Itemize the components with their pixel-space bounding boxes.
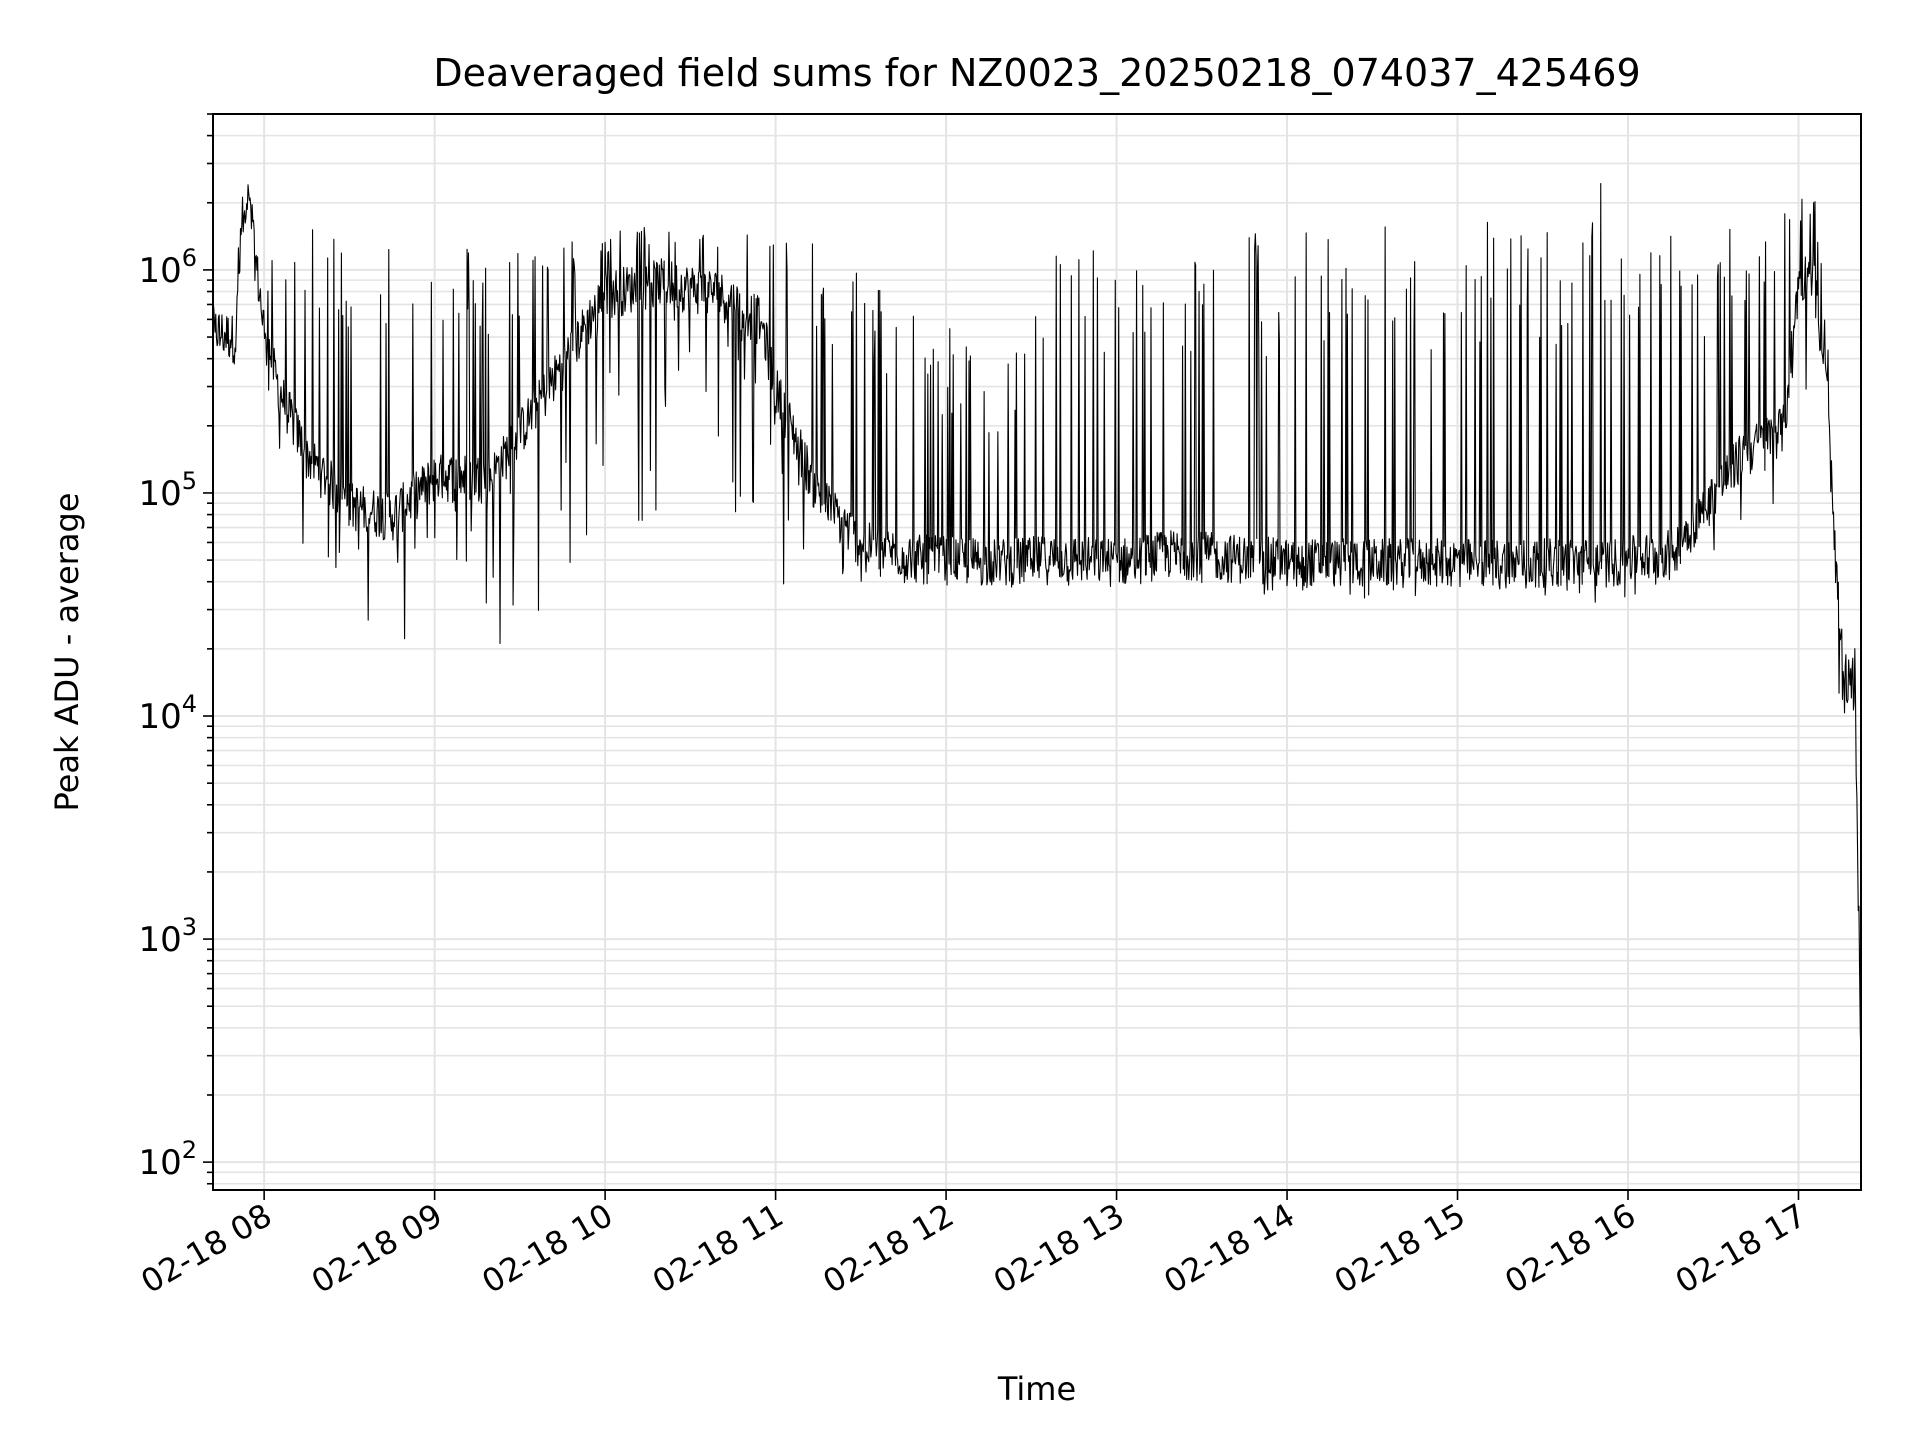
axes-frame xyxy=(212,113,1862,1191)
grid-lines xyxy=(213,113,1861,1190)
y-tick-label: 105 xyxy=(138,467,197,514)
y-tick-label: 103 xyxy=(138,913,197,960)
y-tick-label: 102 xyxy=(138,1136,197,1183)
series-line xyxy=(212,182,1862,1055)
y-tick-label: 104 xyxy=(138,690,197,737)
y-axis: 102 103 104 105 106 xyxy=(138,113,213,1185)
y-tick-label: 106 xyxy=(138,244,197,291)
x-axis-label: Time xyxy=(997,1370,1076,1408)
plot-area xyxy=(212,182,1862,1055)
y-axis-label: Peak ADU - average xyxy=(48,493,86,812)
chart-title: Deaveraged field sums for NZ0023_2025021… xyxy=(433,51,1640,95)
